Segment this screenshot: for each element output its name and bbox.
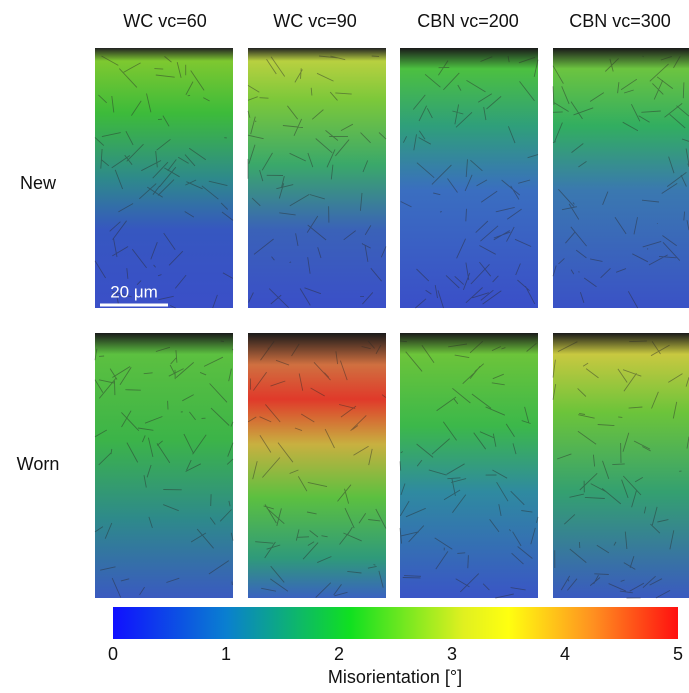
- colorbar-tick-label: 0: [108, 644, 118, 664]
- colorbar-tick-label: 5: [673, 644, 683, 664]
- map-panel: [248, 48, 386, 308]
- map-panel: [553, 333, 689, 598]
- grain-boundaries: [94, 55, 689, 599]
- colorbar-tick-label: 1: [221, 644, 231, 664]
- column-header: WC vc=90: [273, 11, 357, 31]
- column-header: WC vc=60: [123, 11, 207, 31]
- map-panels: [95, 48, 689, 598]
- colorbar: [113, 607, 678, 639]
- colorbar-tick-label: 4: [560, 644, 570, 664]
- grain-boundary: [94, 340, 234, 598]
- map-panel: [553, 48, 689, 308]
- map-panel: [400, 48, 538, 308]
- colorbar-tick-label: 3: [447, 644, 457, 664]
- grain-boundary: [94, 55, 234, 309]
- grain-boundary: [552, 340, 689, 599]
- grain-boundary: [552, 55, 689, 309]
- column-header: CBN vc=200: [417, 11, 519, 31]
- colorbar-ticks: 0 1 2 3 4 5: [108, 644, 683, 664]
- map-panel: [400, 333, 538, 598]
- colorbar-tick-label: 2: [334, 644, 344, 664]
- grain-boundary: [247, 340, 387, 598]
- map-panel: [95, 333, 233, 598]
- row-label: New: [20, 173, 57, 193]
- grain-boundary: [247, 55, 387, 308]
- scale-bar-label: 20 μm: [110, 282, 158, 301]
- map-panel: [95, 48, 233, 308]
- grain-boundary: [399, 340, 539, 599]
- map-panel: [248, 333, 386, 598]
- grain-boundary: [400, 55, 539, 309]
- column-header: CBN vc=300: [569, 11, 671, 31]
- row-label: Worn: [17, 454, 60, 474]
- colorbar-label: Misorientation [°]: [328, 667, 462, 687]
